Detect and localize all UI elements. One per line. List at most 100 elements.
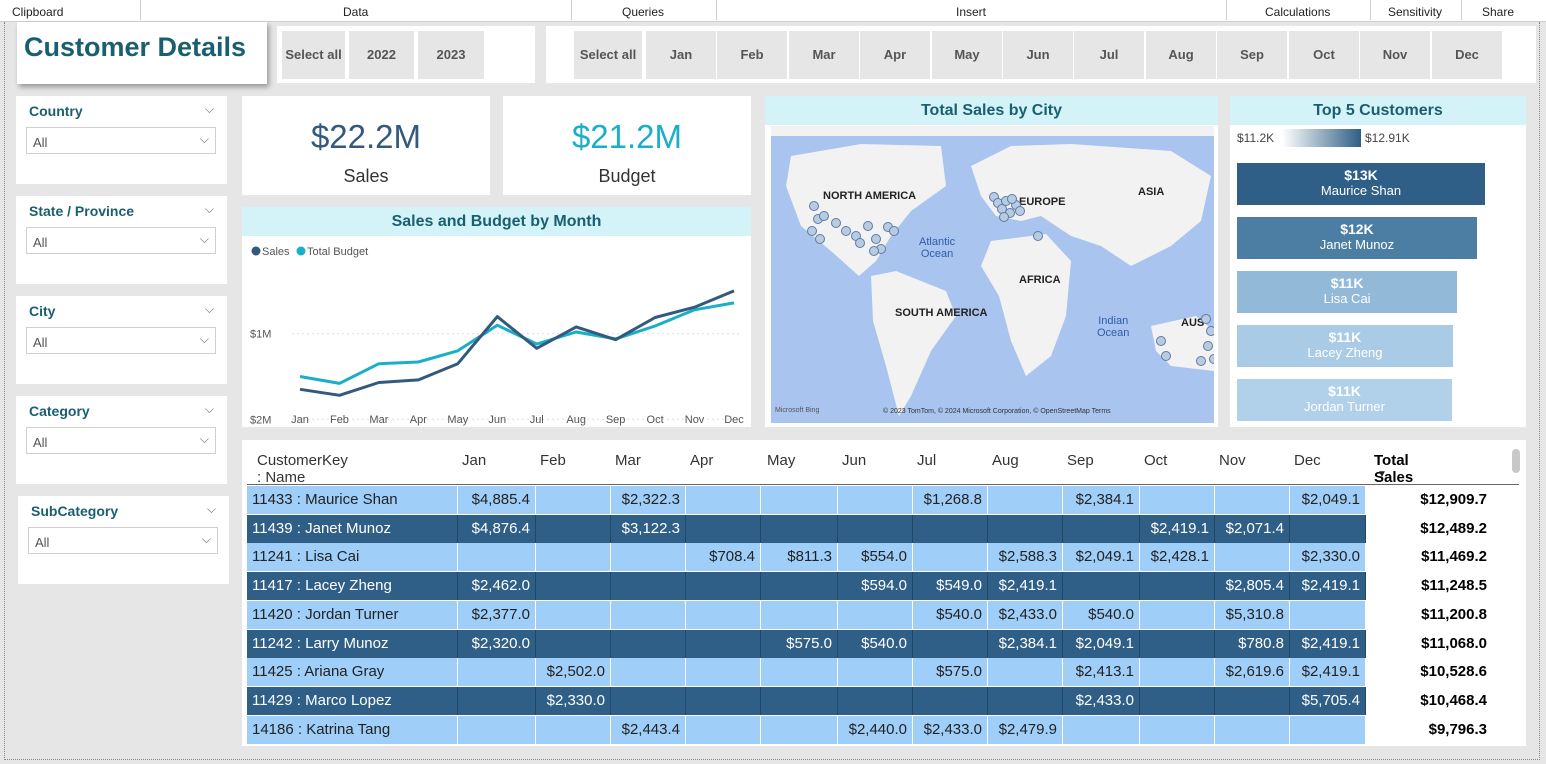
customer-name-cell[interactable]: 11429 : Marco Lopez — [252, 691, 392, 709]
month-value-cell[interactable] — [837, 687, 907, 715]
month-value-cell[interactable]: $2,588.3 — [998, 548, 1057, 566]
header-aug[interactable]: Aug — [992, 452, 1019, 469]
customer-name-cell[interactable]: 11433 : Maurice Shan — [252, 491, 398, 508]
month-value-cell[interactable]: $780.8 — [1238, 634, 1284, 652]
month-value-cell[interactable]: $5,705.4 — [1301, 691, 1360, 709]
month-value-cell[interactable] — [1139, 486, 1209, 514]
month-value-cell[interactable] — [837, 658, 907, 686]
legend-label[interactable]: Total Budget — [307, 246, 368, 258]
month-value-cell[interactable] — [535, 630, 605, 658]
total-sales-cell[interactable]: $11,200.8 — [1421, 605, 1487, 623]
month-value-cell[interactable]: $2,443.4 — [621, 720, 680, 738]
month-value-cell[interactable]: $2,071.4 — [1225, 519, 1284, 537]
city-bubble[interactable] — [815, 234, 825, 244]
table-row[interactable]: 11439 : Janet Munoz $4,876.4 $3,122.3 $2,41… — [247, 514, 1491, 543]
month-value-cell[interactable] — [912, 630, 982, 658]
month-value-cell[interactable] — [987, 687, 1057, 715]
month-value-cell[interactable] — [610, 687, 680, 715]
year-tile-2022[interactable]: 2022 — [349, 31, 414, 79]
total-sales-cell[interactable]: $10,528.6 — [1420, 663, 1487, 681]
table-row[interactable]: 11429 : Marco Lopez $2,330.0 $2,433.0 $5,70… — [247, 686, 1491, 715]
series-line-total-budget[interactable] — [299, 301, 735, 385]
customer-name-cell[interactable]: 11425 : Ariana Gray — [252, 663, 385, 681]
state-province-dropdown[interactable]: All ⌵ — [26, 227, 216, 254]
city-bubble[interactable] — [889, 226, 899, 236]
city-bubble[interactable] — [1196, 356, 1206, 366]
month-value-cell[interactable]: $2,320.0 — [471, 634, 530, 652]
subcategory-dropdown[interactable]: All ⌵ — [28, 527, 218, 554]
city-bubble[interactable] — [1209, 354, 1214, 364]
city-bubble[interactable] — [1007, 194, 1017, 204]
total-sales-cell[interactable]: $11,068.0 — [1421, 634, 1487, 652]
month-value-cell[interactable] — [685, 658, 755, 686]
total-sales-cell[interactable]: $10,468.4 — [1420, 691, 1487, 709]
ribbon-data[interactable]: Data — [343, 5, 369, 19]
header-apr[interactable]: Apr — [690, 452, 714, 469]
month-value-cell[interactable] — [1289, 716, 1360, 744]
ribbon-clipboard[interactable]: Clipboard — [12, 5, 64, 19]
month-value-cell[interactable] — [912, 543, 982, 571]
month-value-cell[interactable]: $2,330.0 — [1301, 548, 1360, 566]
top5-bar-jordan-turner[interactable]: $11K Jordan Turner — [1237, 379, 1452, 421]
month-value-cell[interactable]: $3,122.3 — [621, 519, 680, 537]
month-value-cell[interactable] — [912, 687, 982, 715]
header-jul[interactable]: Jul — [917, 452, 937, 469]
month-value-cell[interactable] — [610, 601, 680, 629]
month-value-cell[interactable] — [1289, 515, 1360, 543]
month-value-cell[interactable] — [457, 658, 530, 686]
month-value-cell[interactable] — [685, 572, 755, 600]
month-value-cell[interactable]: $708.4 — [709, 548, 755, 566]
month-value-cell[interactable] — [987, 486, 1057, 514]
month-value-cell[interactable] — [685, 486, 755, 514]
year-tile-select-all[interactable]: Select all — [282, 31, 345, 79]
month-value-cell[interactable] — [1214, 486, 1284, 514]
month-value-cell[interactable] — [685, 630, 755, 658]
month-value-cell[interactable] — [685, 515, 755, 543]
month-value-cell[interactable] — [535, 716, 605, 744]
collapse-chevron-icon[interactable]: ⌵ — [204, 302, 214, 316]
table-row[interactable]: 11425 : Ariana Gray $2,502.0 $575.0 $2,413.… — [247, 658, 1491, 687]
header-feb[interactable]: Feb — [540, 452, 566, 469]
month-value-cell[interactable]: $2,433.0 — [923, 720, 982, 738]
month-value-cell[interactable] — [457, 687, 530, 715]
customer-name-cell[interactable]: 11242 : Larry Munoz — [252, 634, 389, 652]
month-value-cell[interactable] — [1139, 572, 1209, 600]
month-tile-feb[interactable]: Feb — [717, 31, 787, 79]
city-bubble[interactable] — [855, 238, 865, 248]
month-value-cell[interactable] — [760, 572, 832, 600]
customer-name-cell[interactable]: 11439 : Janet Munoz — [252, 519, 391, 537]
table-row[interactable]: 11420 : Jordan Turner $2,377.0 $540.0 $2,43… — [247, 600, 1491, 629]
month-value-cell[interactable] — [685, 601, 755, 629]
world-map[interactable]: NORTH AMERICA EUROPE ASIA AFRICA SOUTH A… — [771, 126, 1214, 423]
month-value-cell[interactable] — [535, 515, 605, 543]
month-value-cell[interactable]: $2,419.1 — [998, 577, 1057, 595]
month-value-cell[interactable]: $2,440.0 — [848, 720, 907, 738]
month-value-cell[interactable]: $2,384.1 — [998, 634, 1057, 652]
total-sales-cell[interactable]: $9,796.3 — [1428, 720, 1487, 738]
month-value-cell[interactable] — [1289, 601, 1360, 629]
month-value-cell[interactable]: $554.0 — [861, 548, 907, 566]
line-chart-svg[interactable]: $1M $2M Jan Feb Mar Apr May Jun Jul Aug Sep Oct Nov D… — [242, 236, 751, 427]
vertical-scrollbar[interactable] — [1512, 449, 1520, 473]
city-bubble[interactable] — [1206, 326, 1214, 336]
month-value-cell[interactable]: $2,419.1 — [1150, 519, 1209, 537]
city-bubble[interactable] — [1161, 351, 1171, 361]
sort-descending-icon[interactable]: ▼ — [1377, 469, 1387, 480]
month-value-cell[interactable] — [610, 572, 680, 600]
month-value-cell[interactable] — [685, 716, 755, 744]
header-customer[interactable]: CustomerKey : Name — [257, 452, 348, 486]
city-bubble[interactable] — [999, 212, 1009, 222]
month-value-cell[interactable]: $540.0 — [936, 605, 982, 623]
month-value-cell[interactable]: $2,419.1 — [1301, 634, 1360, 652]
customer-name-cell[interactable]: 14186 : Katrina Tang — [252, 720, 391, 738]
month-value-cell[interactable] — [837, 515, 907, 543]
total-sales-cell[interactable]: $11,469.2 — [1421, 548, 1487, 566]
month-value-cell[interactable] — [987, 658, 1057, 686]
ribbon-queries[interactable]: Queries — [622, 5, 665, 19]
top5-bar-lisa-cai[interactable]: $11K Lisa Cai — [1237, 271, 1458, 313]
month-value-cell[interactable] — [610, 630, 680, 658]
month-value-cell[interactable] — [1139, 687, 1209, 715]
ribbon-share[interactable]: Share — [1482, 5, 1515, 19]
month-value-cell[interactable] — [1214, 716, 1284, 744]
month-tile-aug[interactable]: Aug — [1146, 31, 1216, 79]
